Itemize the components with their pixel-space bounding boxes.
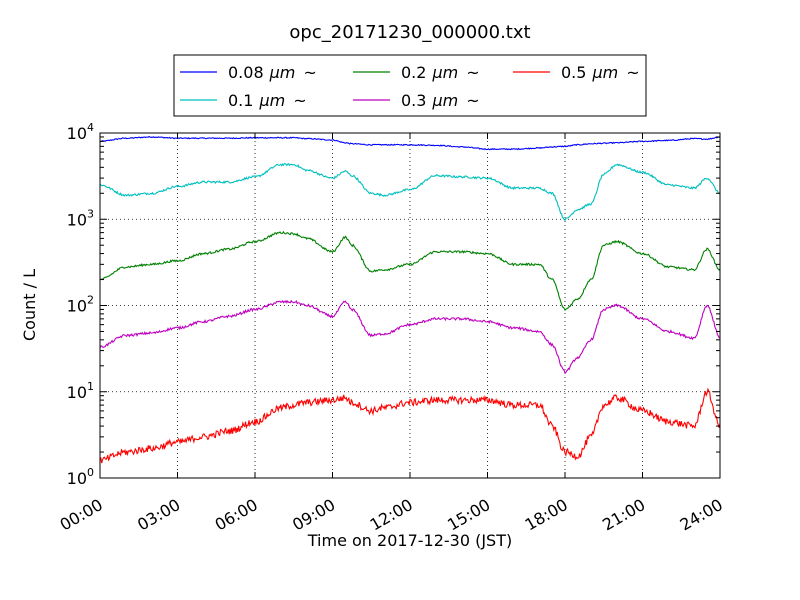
y-tick-label: 104 [67, 121, 94, 143]
legend-value: 0.3 [401, 91, 426, 110]
legend-tilde: ~ [466, 63, 479, 82]
legend-unit: μm [269, 63, 296, 82]
series-lines [99, 135, 721, 464]
legend-entry: 0.5 μm ~ [561, 63, 640, 82]
legend-unit: μm [591, 63, 618, 82]
legend-unit: μm [431, 91, 458, 110]
y-tick-exponent: 4 [87, 121, 94, 134]
legend-tilde: ~ [626, 63, 639, 82]
series-line-0_5-um [99, 387, 721, 464]
grid-lines [100, 133, 720, 478]
y-tick-exponent: 3 [87, 207, 94, 220]
y-tick-exponent: 0 [87, 466, 94, 479]
legend-box [173, 54, 647, 117]
legend-entry: 0.1 μm ~ [228, 91, 307, 110]
chart-title: opc_20171230_000000.txt [289, 22, 530, 43]
legend-unit: μm [431, 63, 458, 82]
y-tick-base: 10 [67, 383, 87, 402]
legend-value: 0.5 [561, 63, 586, 82]
x-tick-label: 00:00 [57, 495, 106, 535]
x-tick-label: 24:00 [677, 495, 726, 535]
legend-tilde: ~ [303, 63, 316, 82]
series-line-0_3-um [99, 299, 721, 375]
y-tick-base: 10 [67, 210, 87, 229]
y-tick-base: 10 [67, 469, 87, 488]
legend-tilde: ~ [466, 91, 479, 110]
legend-unit: μm [258, 91, 285, 110]
y-tick-base: 10 [67, 297, 87, 316]
legend: 0.08 μm ~0.1 μm ~0.2 μm ~0.3 μm ~0.5 μm ~ [173, 54, 647, 117]
y-tick-base: 10 [67, 124, 87, 143]
y-tick-label: 101 [67, 380, 94, 402]
x-tick-label: 18:00 [522, 495, 571, 535]
legend-value: 0.2 [401, 63, 426, 82]
y-tick-label: 102 [67, 294, 94, 316]
series-line-0_08-um [99, 135, 721, 151]
axis-ticks: 00:00 03:00 06:00 09:00 12:00 15:00 18:00 21:00… [57, 121, 726, 535]
y-tick-exponent: 2 [87, 294, 94, 307]
x-tick-label: 06:00 [212, 495, 261, 535]
legend-value: 0.08 [228, 63, 264, 82]
legend-entry: 0.2 μm ~ [401, 63, 480, 82]
legend-entry: 0.08 μm ~ [228, 63, 317, 82]
x-axis-label: Time on 2017-12-30 (JST) [307, 531, 512, 550]
y-tick-label: 103 [67, 207, 94, 229]
y-tick-exponent: 1 [87, 380, 94, 393]
x-tick-label: 12:00 [367, 495, 416, 535]
series-line-0_1-um [99, 163, 721, 222]
x-tick-label: 03:00 [134, 495, 183, 535]
x-tick-label: 21:00 [599, 495, 648, 535]
x-tick-label: 15:00 [444, 495, 493, 535]
legend-entry: 0.3 μm ~ [401, 91, 480, 110]
legend-value: 0.1 [228, 91, 253, 110]
y-axis-label: Count / L [20, 269, 39, 341]
legend-tilde: ~ [293, 91, 306, 110]
x-tick-label: 09:00 [289, 495, 338, 535]
series-line-0_2-um [99, 230, 721, 312]
y-tick-label: 100 [67, 466, 94, 488]
